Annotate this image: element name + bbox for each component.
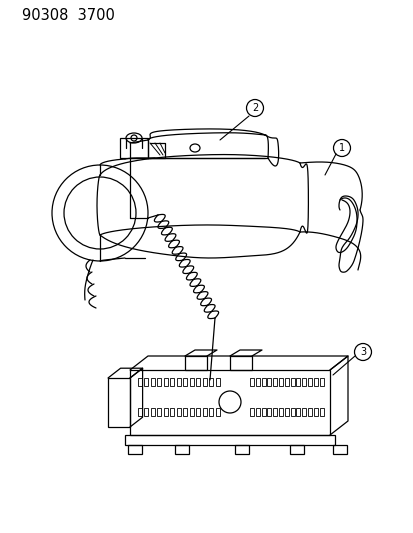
Bar <box>278 408 282 416</box>
Bar <box>249 378 254 386</box>
Bar <box>273 408 277 416</box>
Text: 3: 3 <box>359 347 365 357</box>
Bar <box>235 445 248 454</box>
Bar <box>319 408 323 416</box>
Bar <box>170 408 174 416</box>
Bar <box>296 378 300 386</box>
Bar <box>313 378 317 386</box>
Bar <box>301 378 306 386</box>
Bar <box>151 408 154 416</box>
Bar <box>128 445 142 454</box>
Bar <box>267 408 271 416</box>
Text: 1: 1 <box>338 143 344 153</box>
Bar <box>249 408 254 416</box>
Bar <box>164 408 168 416</box>
Bar <box>307 378 311 386</box>
Bar <box>209 378 213 386</box>
Bar <box>230 356 252 370</box>
Bar <box>284 408 288 416</box>
Bar <box>289 445 303 454</box>
Bar <box>196 408 200 416</box>
Bar <box>296 408 300 416</box>
Bar <box>273 378 277 386</box>
Bar <box>307 408 311 416</box>
Bar <box>130 370 329 435</box>
Bar <box>183 378 187 386</box>
Bar <box>255 408 259 416</box>
Bar <box>255 378 259 386</box>
Bar <box>144 408 148 416</box>
Bar <box>170 378 174 386</box>
Bar <box>157 378 161 386</box>
Bar <box>196 378 200 386</box>
Bar <box>313 408 317 416</box>
Bar <box>209 408 213 416</box>
Bar <box>332 445 346 454</box>
Bar <box>138 378 142 386</box>
Bar <box>151 378 154 386</box>
Bar <box>177 378 180 386</box>
Bar <box>216 408 219 416</box>
Bar <box>284 378 288 386</box>
Bar <box>144 378 148 386</box>
Bar <box>190 378 194 386</box>
Bar <box>290 378 294 386</box>
Bar <box>190 408 194 416</box>
Bar <box>177 408 180 416</box>
Bar <box>138 408 142 416</box>
Bar <box>278 378 282 386</box>
Bar <box>301 408 306 416</box>
Text: 2: 2 <box>251 103 257 113</box>
Bar <box>261 378 265 386</box>
Bar <box>319 378 323 386</box>
Bar <box>183 408 187 416</box>
Bar <box>202 378 206 386</box>
Bar <box>261 408 265 416</box>
Bar <box>290 408 294 416</box>
Bar <box>175 445 189 454</box>
Bar <box>120 138 147 158</box>
Bar <box>216 378 219 386</box>
Bar <box>164 378 168 386</box>
Bar <box>125 435 334 445</box>
Bar <box>157 408 161 416</box>
Bar <box>185 356 206 370</box>
Bar <box>108 378 130 427</box>
Text: 90308  3700: 90308 3700 <box>22 8 114 23</box>
Bar <box>267 378 271 386</box>
Bar <box>202 408 206 416</box>
